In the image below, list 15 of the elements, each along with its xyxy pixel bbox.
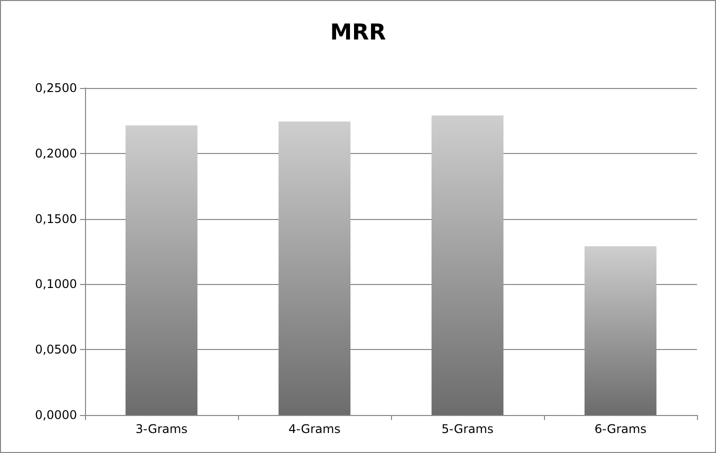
y-tick-label: 0,1000 bbox=[35, 277, 77, 292]
bar bbox=[126, 125, 198, 415]
y-tick-label: 0,0000 bbox=[35, 408, 77, 422]
x-tick-label: 6-Grams bbox=[594, 422, 646, 436]
bar bbox=[278, 121, 350, 415]
chart-title: MRR bbox=[330, 20, 386, 46]
x-tick-label: 5-Grams bbox=[442, 422, 494, 436]
x-tick-label: 4-Grams bbox=[288, 422, 340, 436]
bar bbox=[432, 115, 504, 415]
y-tick-label: 0,2500 bbox=[35, 81, 77, 95]
bar bbox=[584, 246, 656, 415]
y-tick-label: 0,2000 bbox=[35, 146, 77, 160]
y-tick-label: 0,1500 bbox=[35, 212, 77, 226]
y-tick-label: 0,0500 bbox=[35, 342, 77, 357]
x-tick-label: 3-Grams bbox=[136, 422, 188, 436]
